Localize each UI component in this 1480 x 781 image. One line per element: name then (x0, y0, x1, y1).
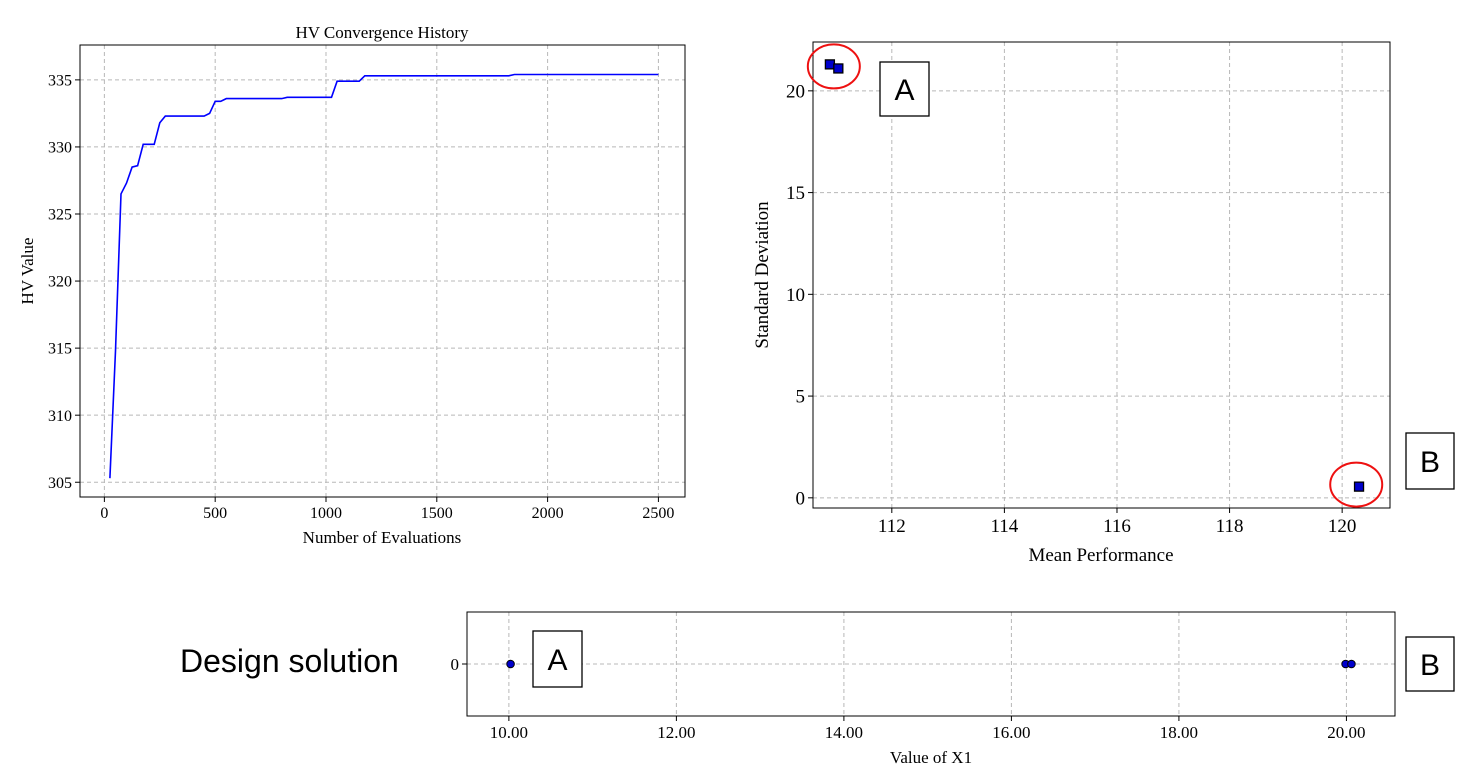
chart3-grid (467, 612, 1395, 716)
chart2-y-axis-label: Standard Deviation (752, 201, 773, 349)
c2-x-tick-label: 112 (878, 516, 906, 537)
design-solution-label: Design solution (180, 643, 399, 679)
c1-x-tick-label: 0 (100, 505, 108, 522)
chart1-x-axis-label: Number of Evaluations (303, 528, 462, 547)
c1-x-tick-label: 500 (203, 505, 227, 522)
chart3-x-axis-label: Value of X1 (890, 748, 972, 767)
hv-convergence-chart: 0 500 1000 1500 2000 2500 3053103153203253303… (18, 23, 686, 547)
c1-x-tick-label: 1000 (310, 505, 342, 522)
annotation-label-b-bottom: B (1420, 649, 1440, 682)
c2-x-tick-label: 118 (1216, 516, 1244, 537)
chart3-points (506, 659, 1356, 669)
c1-y-tick-label: 315 (48, 341, 72, 358)
c1-x-tick-label: 2500 (642, 505, 674, 522)
c3-x-tick-label: 14.00 (825, 723, 863, 742)
annotation-label-a-bottom: A (547, 644, 567, 677)
c2-y-tick-label: 20 (786, 81, 805, 102)
chart3-y-ticks: 0 (451, 655, 467, 674)
annotation-box-a-top: A (879, 61, 930, 117)
annotation-label-a-top: A (894, 74, 914, 107)
c3-x-tick-label: 10.00 (490, 723, 528, 742)
hv-convergence-line (109, 73, 659, 479)
chart2-grid (813, 42, 1390, 508)
c2-x-tick-label: 116 (1103, 516, 1131, 537)
annotation-box-b-top: B (1405, 432, 1455, 490)
c3-x-tick-label: 12.00 (657, 723, 695, 742)
mean-std-scatter-chart: 112 114 116 118 120 0 5 10 15 20 Mean Performanc… (752, 41, 1455, 566)
annotation-box-a-bottom: A (532, 630, 583, 688)
highlight-circle-b (1329, 461, 1384, 508)
c2-y-tick-label: 10 (786, 285, 805, 306)
annotation-box-b-bottom: B (1405, 636, 1455, 692)
chart1-y-axis-label: HV Value (18, 238, 37, 305)
c2-x-tick-label: 114 (990, 516, 1018, 537)
c1-y-tick-label: 310 (48, 408, 72, 425)
scatter-point-square (824, 59, 836, 70)
annotation-label-b-top: B (1420, 446, 1440, 479)
c1-y-tick-label: 305 (48, 475, 72, 492)
c1-y-tick-label: 335 (48, 72, 72, 89)
c1-y-tick-label: 330 (48, 140, 72, 157)
chart1-title: HV Convergence History (295, 23, 469, 42)
chart2-highlight-circles (806, 43, 1384, 508)
c1-x-tick-label: 1500 (421, 505, 453, 522)
c1-x-tick-label: 2000 (532, 505, 564, 522)
c3-x-tick-label: 18.00 (1160, 723, 1198, 742)
chart2-x-ticks: 112 114 116 118 120 (878, 508, 1356, 537)
chart2-x-axis-label: Mean Performance (1028, 545, 1173, 566)
design-solution-chart: 10.00 12.00 14.00 16.00 18.00 20.00 0 Value o… (180, 611, 1455, 767)
c3-x-tick-label: 20.00 (1327, 723, 1365, 742)
c1-y-tick-label: 320 (48, 274, 72, 291)
chart1-grid (80, 45, 685, 497)
c2-x-tick-label: 120 (1328, 516, 1357, 537)
highlight-circle-a (806, 43, 861, 90)
chart1-plot-frame (79, 44, 686, 498)
c2-y-tick-label: 0 (796, 488, 806, 509)
scatter-point-square (833, 63, 844, 74)
chart1-y-ticks: 305 310 315 320 325 330 335 (48, 72, 80, 492)
design-point-circle (1347, 659, 1356, 669)
chart2-points (824, 59, 1365, 492)
c3-y-tick-label: 0 (451, 655, 460, 674)
design-point-circle (506, 659, 515, 669)
c2-y-tick-label: 15 (786, 183, 805, 204)
chart2-y-ticks: 0 5 10 15 20 (786, 81, 813, 509)
chart2-plot-frame (812, 41, 1391, 509)
c2-y-tick-label: 5 (796, 387, 806, 408)
c1-y-tick-label: 325 (48, 207, 72, 224)
scatter-point-square (1353, 481, 1365, 492)
chart1-x-ticks: 0 500 1000 1500 2000 2500 (100, 497, 674, 522)
chart3-x-ticks: 10.00 12.00 14.00 16.00 18.00 20.00 (490, 716, 1366, 742)
c3-x-tick-label: 16.00 (992, 723, 1030, 742)
